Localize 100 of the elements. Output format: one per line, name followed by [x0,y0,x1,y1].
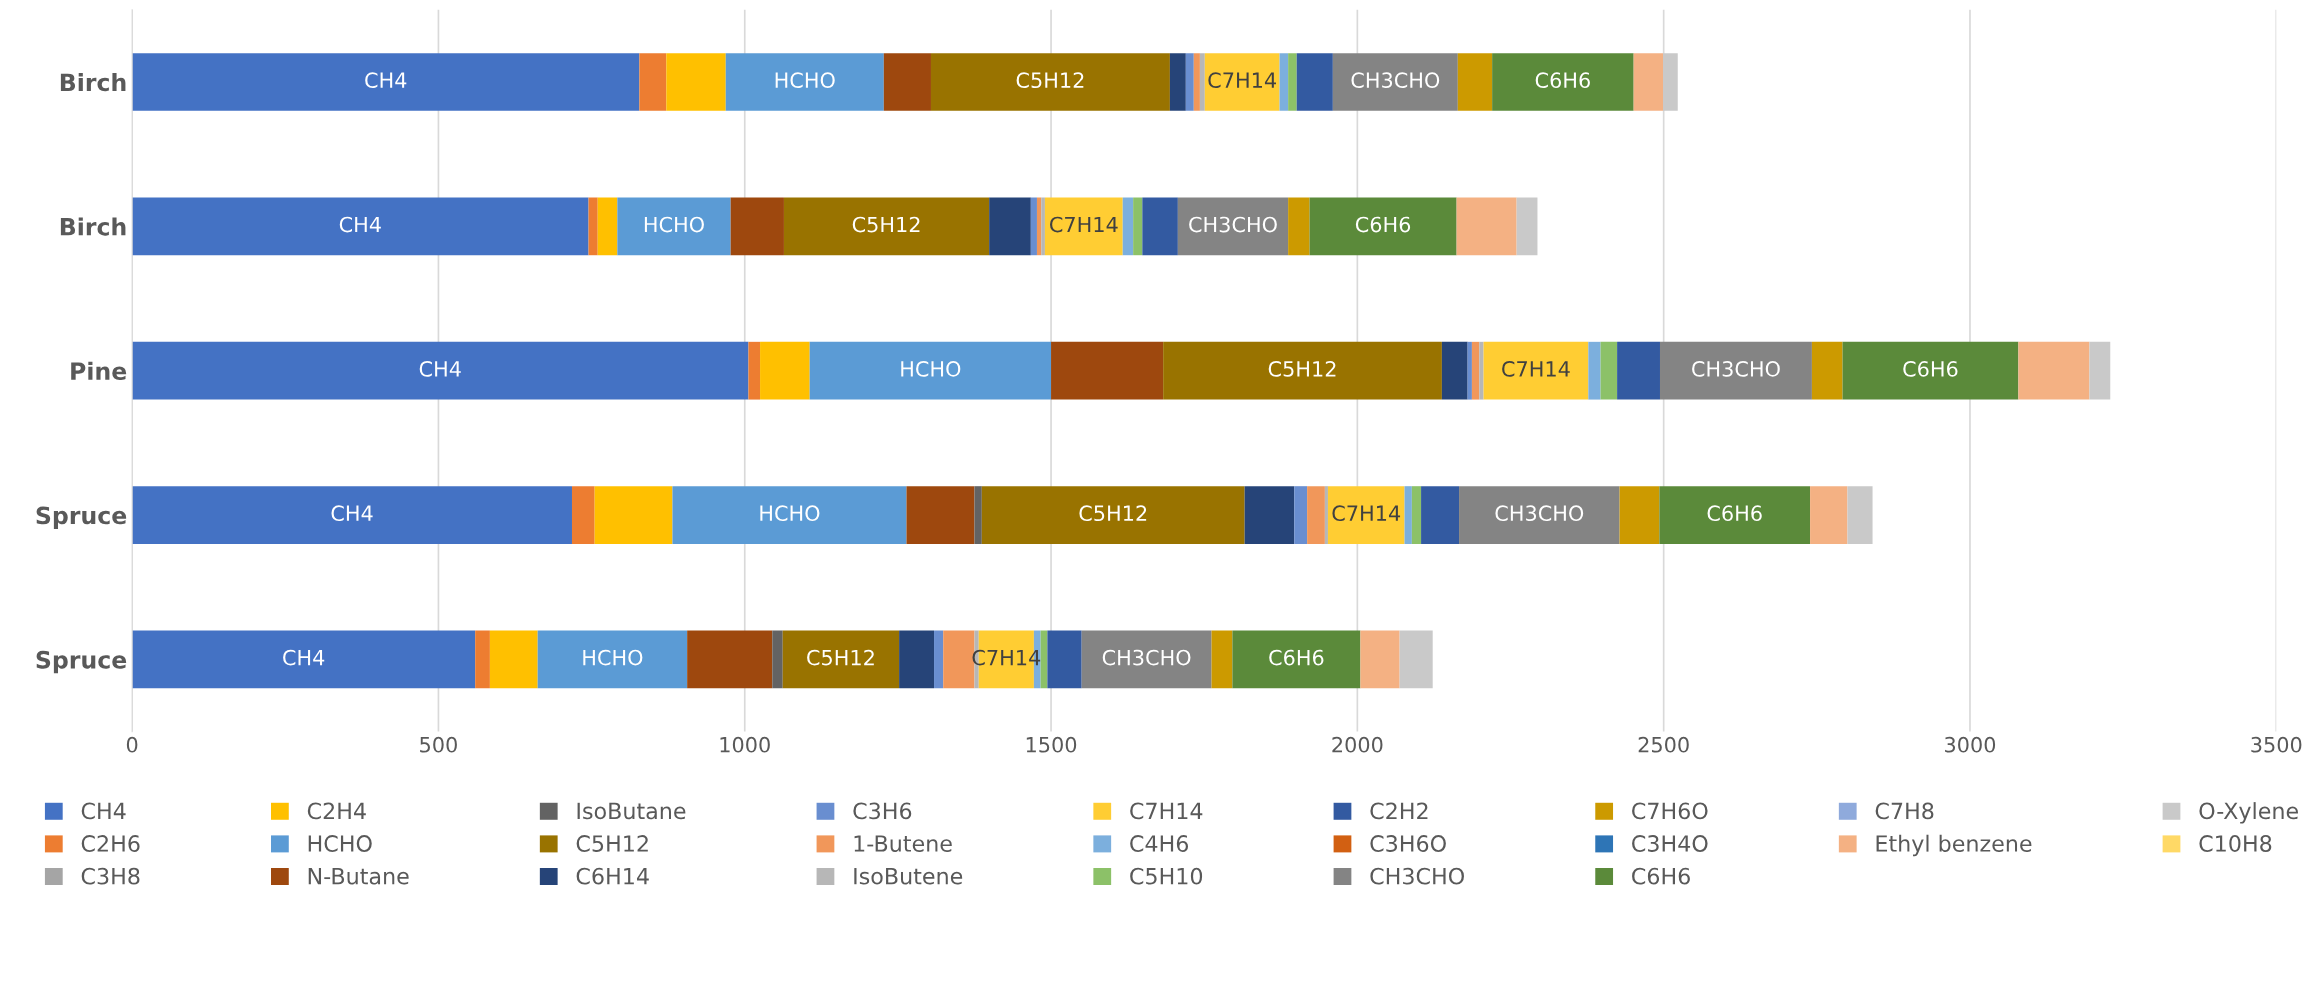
legend-label: Ethyl benzene [1876,834,2032,857]
bar [132,53,640,111]
data-label: C5H12 [1268,360,1336,377]
bar [1404,486,1412,544]
bar [1663,53,1678,111]
data-label: C7H14 [1332,505,1401,522]
bar [1842,341,2019,400]
legend-label: C7H8 [1875,802,1934,820]
bar [1232,630,1361,689]
bar [489,630,538,689]
bar [639,53,667,111]
legend-label: CH4 [81,802,126,820]
y-tick-label: Pine [71,361,127,381]
bar [1169,53,1186,111]
data-label: CH4 [365,72,407,89]
bar [1193,53,1200,111]
data-label: C5H12 [1016,72,1084,89]
bar [1047,630,1082,689]
bar [989,197,1031,256]
bar [1051,341,1164,400]
data-label: C6H6 [1355,216,1411,233]
bar [1211,630,1233,689]
bar [772,630,783,689]
legend-label: C6H6 [1632,867,1690,885]
data-label: C7H14 [1502,360,1570,377]
bar [1279,53,1289,111]
legend-label: C5H10 [1130,867,1203,885]
bar [132,197,589,256]
legend-label: HCHO [308,835,372,852]
bar [1199,53,1205,111]
bar [1659,486,1811,544]
y-tick-label: Birch [60,217,126,236]
bar [1619,486,1660,544]
bar [899,630,935,689]
x-tick-label: 0 [126,736,138,753]
legend-label: C7H6O [1632,802,1708,820]
legend-label: C5H12 [576,835,648,852]
bar [1483,341,1589,400]
legend-label: C3H6O [1370,835,1446,852]
bar [809,341,1052,400]
bar [748,341,761,400]
legend-label: C2H4 [307,802,366,820]
bar [132,341,749,400]
bar [1288,53,1297,111]
bar [1288,197,1310,256]
data-label: C6H6 [1269,649,1324,666]
y-tick-label: Spruce [36,650,127,674]
bar [782,630,900,689]
bar [783,197,990,256]
legend-label: IsoButene [854,868,963,885]
bar [1327,486,1405,544]
bar [1177,197,1289,256]
legend-label: IsoButane [577,802,686,820]
bar [1441,341,1468,400]
bar [1456,197,1517,256]
bar [1811,341,1843,400]
legend-label: C2H6 [81,835,140,852]
bar [760,341,810,400]
data-label: CH4 [339,216,381,233]
bar [934,630,944,689]
data-label: HCHO [775,72,835,89]
bar [132,630,476,689]
bar [571,486,595,544]
bar [906,486,975,544]
bar [1044,197,1123,256]
bar [883,53,931,111]
data-label: CH3CHO [1351,72,1440,89]
bar [1600,341,1618,400]
legend-label: C4H6 [1130,835,1189,852]
x-tick-label: 2000 [1332,736,1383,753]
legend-label: C6H14 [576,867,649,885]
bar [1185,53,1194,111]
legend-label: 1-Butene [854,835,952,852]
bar [588,197,598,256]
bar [1457,53,1493,111]
bar [617,197,731,256]
bar [1588,341,1601,400]
bar [1122,197,1134,256]
data-label: C5H12 [852,216,920,233]
bar [1471,341,1480,400]
bar [132,486,572,544]
bar [537,630,688,689]
bar [1041,197,1045,256]
data-label: C5H12 [1079,505,1147,522]
data-label: C5H12 [807,649,874,666]
bar [672,486,907,544]
bar [1617,341,1660,400]
bar [1204,53,1280,111]
y-tick-label: Birch [60,73,126,92]
bar [594,486,673,544]
bar [1294,486,1308,544]
bar [1399,630,1433,689]
x-tick-label: 3000 [1945,736,1996,753]
x-tick-label: 1500 [1026,736,1077,753]
bar [974,486,982,544]
bar [1081,630,1212,689]
bar [687,630,773,689]
legend-label: C7H14 [1130,802,1203,820]
legend-label: O-Xylene [2199,802,2298,824]
data-label: CH4 [283,649,325,666]
